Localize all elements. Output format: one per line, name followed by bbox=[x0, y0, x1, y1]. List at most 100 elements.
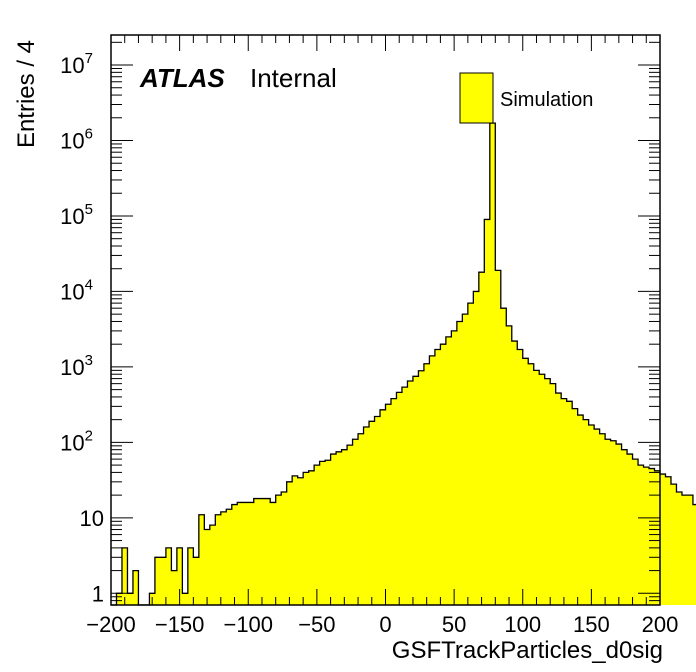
histogram-bin bbox=[215, 514, 222, 605]
histogram-bin bbox=[632, 459, 639, 605]
histogram-outline bbox=[111, 122, 696, 606]
y-axis-tick-labels: 1 10 102 103 104 105 106 107 bbox=[60, 50, 104, 606]
histogram-bin bbox=[517, 349, 524, 605]
y-axis-title: Entries / 4 bbox=[13, 40, 40, 148]
histogram-bin bbox=[588, 424, 595, 605]
legend-label: Simulation bbox=[500, 89, 593, 111]
histogram-bin bbox=[270, 502, 276, 605]
histogram-bin bbox=[583, 419, 589, 605]
x-axis-ticks bbox=[110, 35, 661, 605]
histogram-bin bbox=[550, 383, 556, 605]
histogram-bin bbox=[204, 529, 211, 605]
legend: Simulation bbox=[459, 72, 593, 124]
histogram-bin bbox=[649, 468, 655, 605]
histogram-bin bbox=[429, 355, 436, 605]
histogram-bin bbox=[473, 291, 480, 605]
x-tick-label: 50 bbox=[442, 612, 466, 637]
histogram-bin bbox=[440, 344, 447, 605]
histogram-bin bbox=[665, 476, 672, 605]
y-tick-label: 106 bbox=[60, 126, 93, 154]
histogram-bin bbox=[275, 495, 282, 605]
histogram-bars bbox=[116, 123, 696, 606]
histogram-bin bbox=[325, 460, 331, 605]
histogram-bin bbox=[456, 321, 463, 605]
histogram-bin bbox=[407, 381, 414, 605]
x-tick-label: 100 bbox=[504, 612, 541, 637]
histogram-bin bbox=[610, 440, 617, 605]
histogram-bin bbox=[182, 593, 189, 605]
histogram-bin bbox=[544, 378, 551, 605]
histogram-bin bbox=[165, 547, 172, 605]
histogram-bin bbox=[434, 349, 441, 605]
histogram-bin bbox=[308, 470, 315, 605]
histogram-bin bbox=[489, 123, 496, 605]
histogram-bin bbox=[303, 472, 309, 605]
histogram-bin bbox=[352, 439, 359, 605]
histogram-bin bbox=[561, 398, 567, 605]
x-tick-label: −50 bbox=[298, 612, 335, 637]
histogram-bin bbox=[248, 502, 255, 605]
atlas-label: ATLAS bbox=[139, 63, 225, 93]
histogram-bin bbox=[654, 470, 661, 605]
histogram-bin bbox=[638, 465, 644, 605]
histogram-bin bbox=[253, 498, 260, 605]
histogram-bin bbox=[478, 272, 485, 605]
histogram-bin bbox=[692, 504, 696, 605]
histogram-bin bbox=[336, 451, 342, 605]
histogram-bin bbox=[681, 495, 688, 605]
histogram-bin bbox=[264, 498, 271, 605]
histogram-bin bbox=[676, 491, 683, 605]
x-tick-label: −100 bbox=[223, 612, 273, 637]
histogram-bin bbox=[154, 557, 161, 605]
histogram-bin bbox=[231, 504, 238, 605]
histogram-bin bbox=[555, 393, 562, 605]
y-axis-ticks bbox=[111, 41, 660, 602]
y-tick-label: 102 bbox=[60, 427, 93, 455]
histogram-bin bbox=[605, 439, 611, 605]
histogram-bin bbox=[319, 461, 326, 605]
x-tick-label: 200 bbox=[642, 612, 679, 637]
histogram-bin bbox=[380, 409, 386, 605]
x-tick-label: 150 bbox=[573, 612, 610, 637]
histogram-bin bbox=[193, 557, 200, 605]
histogram-bin bbox=[533, 370, 540, 605]
histogram-bin bbox=[445, 336, 452, 605]
histogram-bin bbox=[396, 392, 403, 605]
y-tick-label: 103 bbox=[60, 352, 93, 380]
histogram-bin bbox=[297, 477, 304, 605]
internal-label: Internal bbox=[250, 63, 337, 93]
histogram-bin bbox=[374, 416, 381, 605]
histogram-bin bbox=[385, 404, 392, 605]
histogram-bin bbox=[451, 330, 458, 605]
histogram-bin bbox=[643, 467, 650, 605]
histogram-bin bbox=[599, 433, 606, 605]
histogram-bin bbox=[226, 509, 233, 605]
histogram-bin bbox=[506, 325, 513, 605]
histogram-bin bbox=[209, 525, 216, 605]
histogram-bin bbox=[484, 219, 491, 606]
histogram-bin bbox=[237, 502, 244, 605]
histogram-bin bbox=[220, 511, 227, 605]
histogram-bin bbox=[423, 363, 430, 605]
histogram-bin bbox=[511, 341, 518, 605]
y-tick-label: 104 bbox=[60, 276, 93, 304]
histogram-bin bbox=[176, 547, 183, 605]
histogram-bin bbox=[369, 421, 375, 605]
histogram-bin bbox=[616, 444, 622, 605]
y-tick-label: 10 bbox=[80, 506, 104, 531]
histogram-bin bbox=[292, 475, 298, 605]
x-axis-title: GSFTrackParticles_d0sig bbox=[392, 637, 663, 664]
histogram-bin bbox=[187, 547, 194, 605]
histogram-bin bbox=[116, 593, 123, 605]
histogram-bin bbox=[577, 415, 584, 605]
histogram-bin bbox=[347, 445, 353, 605]
x-tick-label: 0 bbox=[379, 612, 391, 637]
histogram-bin bbox=[341, 449, 348, 605]
histogram-bin bbox=[127, 593, 134, 605]
histogram-bin bbox=[539, 374, 546, 605]
histogram-bin bbox=[401, 387, 408, 605]
histogram-bin bbox=[286, 481, 293, 605]
histogram-bin bbox=[566, 401, 573, 605]
histogram-bin bbox=[660, 474, 666, 605]
